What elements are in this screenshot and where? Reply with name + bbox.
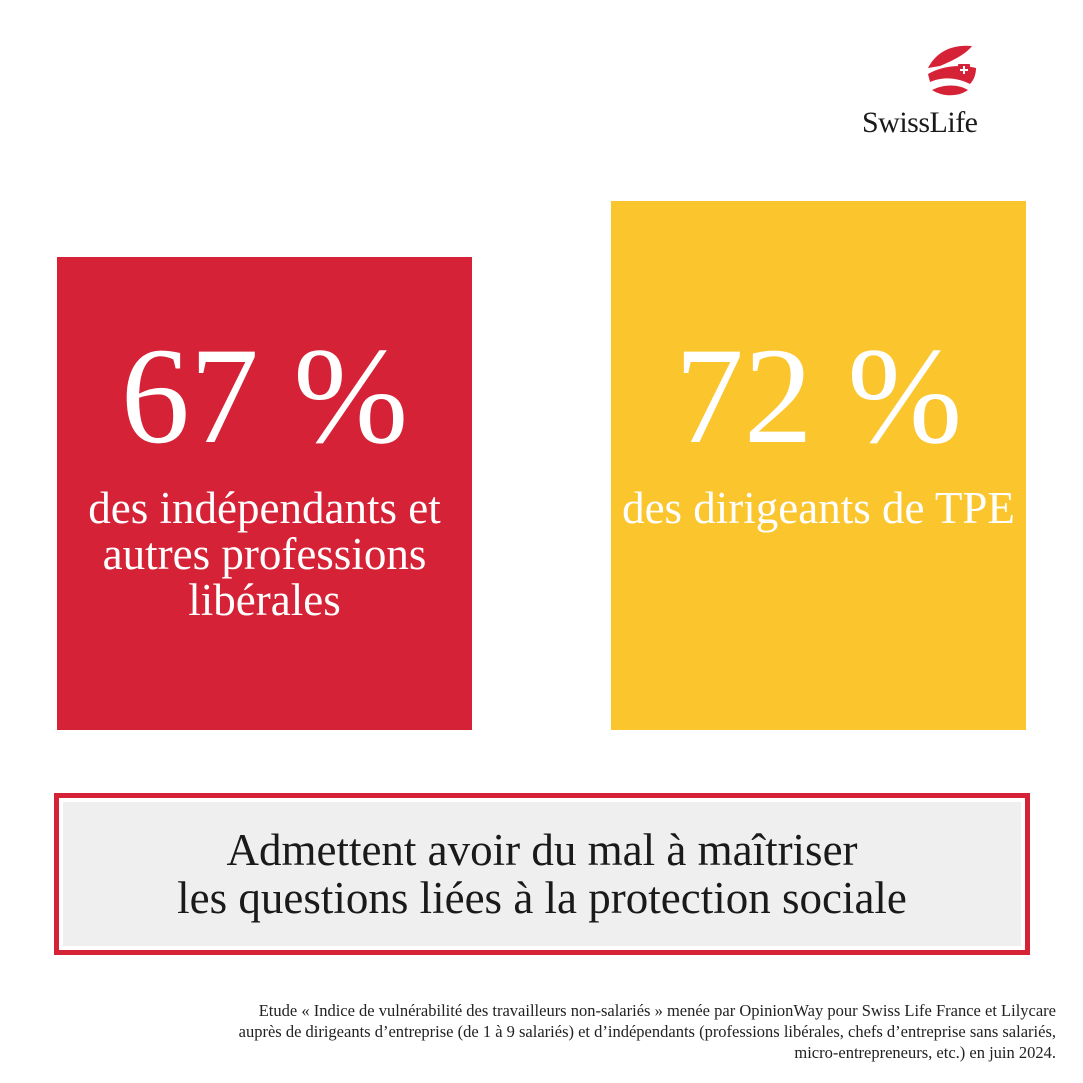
conclusion-line-2: les questions liées à la protection soci… [177, 873, 907, 923]
footnote-line-2: auprès de dirigeants d’entreprise (de 1 … [238, 1022, 1056, 1041]
swisslife-logo: SwissLife [858, 38, 1008, 139]
brand-name: SwissLife [862, 106, 978, 139]
footnote-line-3: micro-entrepreneurs, etc.) en juin 2024. [794, 1043, 1056, 1062]
conclusion-line-1: Admettent avoir du mal à maîtriser [226, 825, 858, 875]
stat-label: des indépendants et autres professions l… [88, 483, 441, 625]
stat-value: 72 % [674, 319, 963, 472]
source-footnote: Etude « Indice de vulnérabilité des trav… [16, 1000, 1056, 1063]
footnote-line-1: Etude « Indice de vulnérabilité des trav… [258, 1001, 1056, 1020]
stat-card-independants: 67 % des indépendants et autres professi… [57, 257, 472, 730]
conclusion-box: Admettent avoir du mal à maîtriser les q… [54, 793, 1030, 955]
swisslife-flag-icon [928, 45, 976, 96]
conclusion-text: Admettent avoir du mal à maîtriser les q… [63, 802, 1021, 946]
stat-label: des dirigeants de TPE [622, 483, 1015, 533]
stat-value: 67 % [120, 319, 409, 472]
stat-card-dirigeants: 72 % des dirigeants de TPE [611, 201, 1026, 730]
